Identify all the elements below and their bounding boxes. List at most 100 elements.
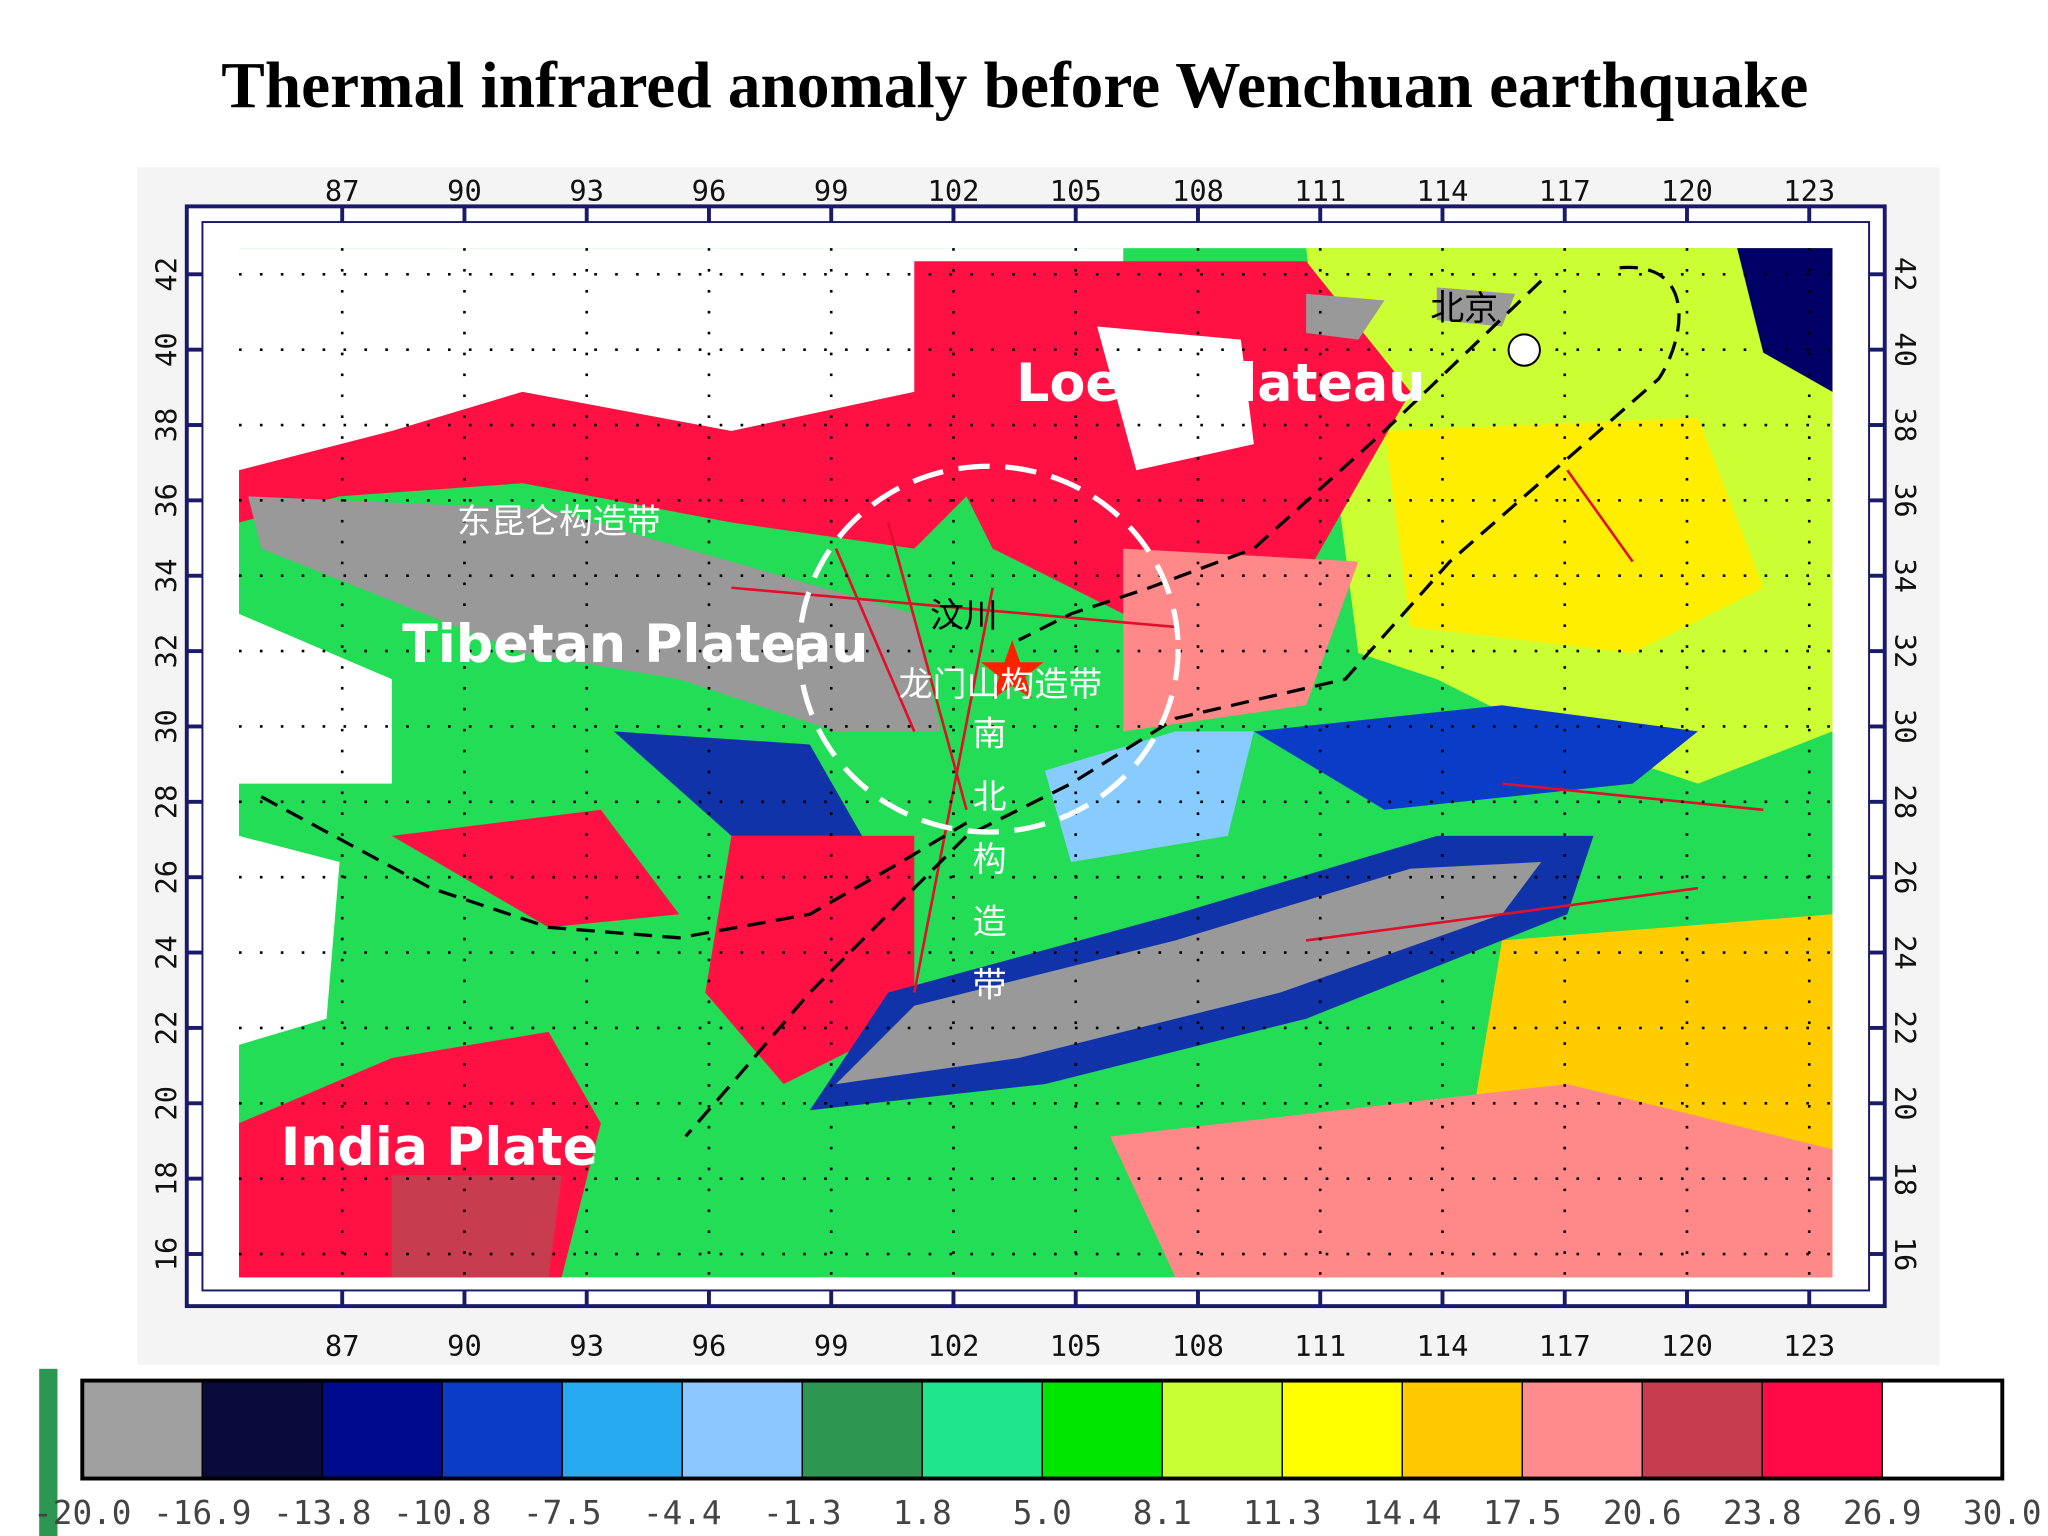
colorbar-swatch [801, 1379, 923, 1480]
colorbar-label: -13.8 [273, 1494, 371, 1532]
heat-region [1097, 326, 1254, 471]
colorbar-swatch [1161, 1379, 1283, 1480]
colorbar-swatch [201, 1379, 323, 1480]
place-label: 汶川 [930, 596, 998, 636]
lon-label: 114 [1417, 1329, 1469, 1363]
colorbar-swatch [681, 1379, 803, 1480]
lat-label: 34 [1888, 558, 1922, 593]
lat-label: 36 [1888, 483, 1922, 518]
lat-label: 24 [149, 935, 183, 970]
colorbar-swatch [1641, 1379, 1763, 1480]
heat-region [391, 1175, 562, 1278]
colorbar-frame [80, 1378, 2005, 1481]
colorbar: -20.0 -16.9 -13.8 -10.8 -7.5 -4.4 -1.3 1.8 5.0 8.… [33, 1379, 2042, 1532]
lon-label: 105 [1050, 174, 1102, 208]
lon-label: 96 [692, 174, 727, 208]
fault-zone-label: 龙门山构造带 [899, 665, 1103, 705]
heat-region [239, 835, 340, 1045]
lon-label: 99 [814, 1329, 849, 1363]
lat-label: 26 [149, 860, 183, 895]
lon-label: 117 [1539, 174, 1591, 208]
lat-label: 16 [1888, 1237, 1922, 1272]
lon-label: 93 [569, 1329, 604, 1363]
colorbar-swatch [1401, 1379, 1523, 1480]
colorbar-swatch [1761, 1379, 1883, 1480]
lat-label: 18 [149, 1161, 183, 1196]
lon-label: 99 [814, 174, 849, 208]
colorbar-swatch [1281, 1379, 1403, 1480]
fault-zone-label: 南北构造带 [966, 716, 1006, 1030]
colorbar-swatch [1881, 1379, 2003, 1480]
lon-label: 102 [928, 1329, 980, 1363]
region-label: Tibetan Plateau [402, 615, 868, 675]
colorbar-label: -10.8 [393, 1494, 491, 1532]
title: Thermal infrared anomaly before Wenchuan… [221, 50, 1808, 122]
lat-label: 40 [149, 332, 183, 367]
place-label: 北京 [1430, 289, 1498, 329]
lat-label: 28 [149, 785, 183, 820]
lon-label: 123 [1783, 174, 1835, 208]
lat-label: 42 [149, 257, 183, 292]
heat-region [391, 809, 680, 928]
colorbar-label: 20.6 [1603, 1494, 1682, 1532]
colorbar-label: 5.0 [1013, 1494, 1072, 1532]
colorbar-label: 8.1 [1133, 1494, 1192, 1532]
heat-region [1306, 287, 1516, 340]
lat-label: 30 [1888, 709, 1922, 744]
lat-label: 32 [1888, 634, 1922, 669]
heat-region [1110, 1084, 1833, 1278]
colorbar-label: 1.8 [893, 1494, 952, 1532]
colorbar-label: 17.5 [1483, 1494, 1562, 1532]
lon-label: 90 [447, 1329, 482, 1363]
lat-label: 16 [149, 1237, 183, 1272]
fault-zone-label: 东昆仑构造带 [457, 502, 661, 542]
colorbar-label: 30.0 [1963, 1494, 2042, 1532]
colorbar-swatch [321, 1379, 443, 1480]
colorbar-swatch [81, 1379, 203, 1480]
lat-label: 38 [1888, 408, 1922, 443]
lon-label: 90 [447, 174, 482, 208]
fault-line [731, 469, 1764, 993]
lon-label: 120 [1661, 174, 1713, 208]
lon-label: 120 [1661, 1329, 1713, 1363]
heat-region [1123, 548, 1359, 732]
colorbar-swatch [921, 1379, 1043, 1480]
heat-region [613, 731, 863, 836]
lon-label: 87 [325, 1329, 360, 1363]
colorbar-label: -7.5 [523, 1494, 602, 1532]
colorbar-label: -1.3 [763, 1494, 842, 1532]
colorbar-label: -16.9 [153, 1494, 251, 1532]
lat-label: 42 [1888, 257, 1922, 292]
lon-label: 102 [928, 174, 980, 208]
lon-label: 111 [1294, 174, 1346, 208]
lon-label: 93 [569, 174, 604, 208]
colorbar-swatch [1521, 1379, 1643, 1480]
heat-region [239, 248, 1124, 471]
heat-region [1253, 705, 1698, 810]
heat-region [248, 496, 941, 732]
colorbar-swatch [561, 1379, 683, 1480]
colorbar-label: 23.8 [1723, 1494, 1802, 1532]
lon-label: 108 [1172, 174, 1224, 208]
anomaly-ellipse [796, 463, 1181, 835]
colorbar-swatch [441, 1379, 563, 1480]
heat-region [239, 613, 392, 784]
heat-region [239, 391, 993, 549]
lat-label: 36 [149, 483, 183, 518]
side-bar [39, 1368, 58, 1536]
heat-region [1737, 248, 1833, 392]
colorbar-label: 26.9 [1843, 1494, 1922, 1532]
colorbar-label: -20.0 [33, 1494, 131, 1532]
heat-region [1384, 417, 1764, 654]
colorbar-label: 11.3 [1243, 1494, 1322, 1532]
lon-label: 108 [1172, 1329, 1224, 1363]
lon-label: 114 [1417, 174, 1469, 208]
lat-label: 18 [1888, 1161, 1922, 1196]
lon-label: 87 [325, 174, 360, 208]
lon-label: 117 [1539, 1329, 1591, 1363]
lat-label: 38 [149, 408, 183, 443]
boundary-line [1018, 279, 1543, 642]
lon-label: 105 [1050, 1329, 1102, 1363]
